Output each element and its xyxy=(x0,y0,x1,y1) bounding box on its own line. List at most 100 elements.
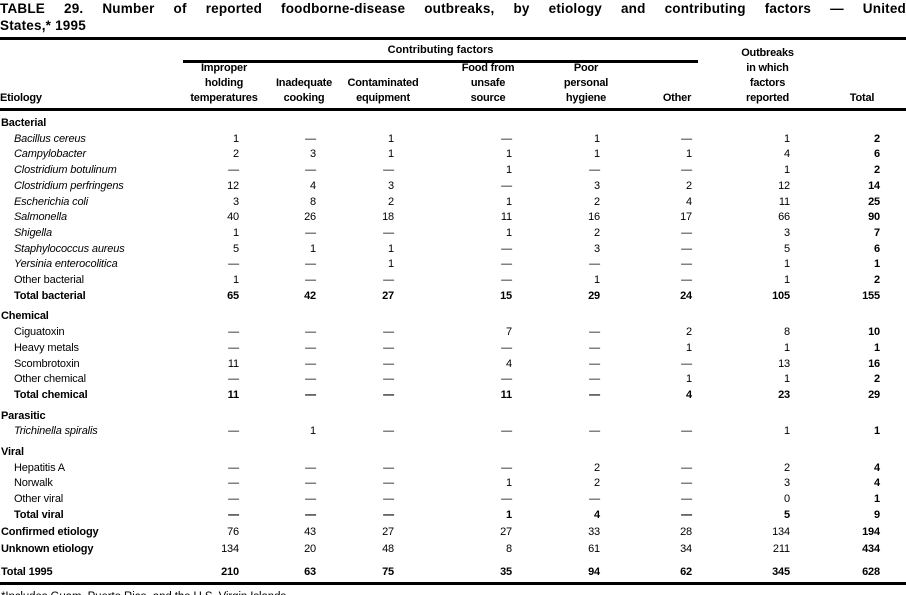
cell: — xyxy=(681,477,692,490)
row-label: Clostridium botulinum xyxy=(14,164,117,177)
cell: — xyxy=(501,258,512,271)
cell: 5 xyxy=(784,242,790,255)
cell: 34 xyxy=(680,542,692,555)
table-row: Campylobacter 2 3 1 1 1 1 4 6 xyxy=(0,147,906,163)
cell: — xyxy=(681,258,692,271)
cell: 1 xyxy=(506,195,512,208)
cell: 6 xyxy=(874,242,880,255)
cell: — xyxy=(305,226,316,239)
table-row: Trichinella spiralis — 1 — — — — 1 1 xyxy=(0,424,906,440)
table-row: Clostridium botulinum — — — 1 — — 1 2 xyxy=(0,163,906,179)
column-header-line: personal xyxy=(563,77,609,89)
column-header-etiology: Etiology xyxy=(0,92,42,104)
cell: — xyxy=(228,425,239,438)
cell: 1 xyxy=(594,132,600,145)
cell: — xyxy=(383,274,394,287)
cell: 4 xyxy=(506,357,512,370)
cell: 24 xyxy=(680,289,692,302)
cell: 2 xyxy=(874,164,880,177)
row-label: Norwalk xyxy=(14,477,53,490)
cell: 4 xyxy=(874,477,880,490)
cell: 210 xyxy=(221,565,239,578)
row-label: Ciguatoxin xyxy=(14,326,65,339)
cell: — xyxy=(305,258,316,271)
cell: — xyxy=(681,164,692,177)
cell: 2 xyxy=(874,132,880,145)
cell: 1 xyxy=(233,226,239,239)
cell: — xyxy=(589,326,600,339)
cell: 105 xyxy=(772,289,790,302)
section-header-label: Bacterial xyxy=(1,117,47,129)
cell: 0 xyxy=(784,493,790,506)
cell: 134 xyxy=(772,525,790,538)
cell: 3 xyxy=(594,179,600,192)
cell: 11 xyxy=(500,388,512,401)
cell: 1 xyxy=(310,242,316,255)
row-label: Heavy metals xyxy=(14,341,79,354)
cell: — xyxy=(681,132,692,145)
column-header-line: Other xyxy=(662,92,692,104)
cell: 1 xyxy=(506,508,512,521)
row-label: Other viral xyxy=(14,493,64,506)
cell: 1 xyxy=(784,373,790,386)
column-header-line: Outbreaks xyxy=(741,47,794,59)
cell: 2 xyxy=(594,477,600,490)
cell: 1 xyxy=(874,341,880,354)
cell: — xyxy=(228,508,239,521)
cell: 75 xyxy=(382,565,394,578)
cell: — xyxy=(228,493,239,506)
section-header-label: Chemical xyxy=(1,310,49,323)
cell: 1 xyxy=(388,132,394,145)
row-label: Bacillus cereus xyxy=(14,132,86,145)
cell: 7 xyxy=(874,226,880,239)
cell: — xyxy=(501,461,512,474)
cell: 134 xyxy=(221,542,239,555)
row-label: Scombrotoxin xyxy=(14,357,80,370)
cell: 4 xyxy=(686,388,692,401)
section-header-row: Viral xyxy=(0,440,906,461)
cell: — xyxy=(681,226,692,239)
table-title-line2: States,* 1995 xyxy=(0,18,86,33)
column-header-line: Inadequate xyxy=(275,77,333,89)
table-row: Other chemical — — — — — 1 1 2 xyxy=(0,372,906,388)
cell: — xyxy=(383,373,394,386)
cell: — xyxy=(305,341,316,354)
cell: — xyxy=(228,258,239,271)
outbreaks-table-body: Bacterial Bacillus cereus 1—1—1—1 2 Campylob… xyxy=(0,111,906,580)
cell: 29 xyxy=(588,289,600,302)
cell: 3 xyxy=(784,477,790,490)
cell: 434 xyxy=(862,542,880,555)
section-header-row: Bacterial xyxy=(0,111,906,132)
cell: 1 xyxy=(388,148,394,161)
cell: — xyxy=(383,341,394,354)
cell: 25 xyxy=(868,195,880,208)
table-row: Heavy metals — — — — — 1 1 1 xyxy=(0,341,906,357)
cell: 48 xyxy=(382,542,394,555)
column-header-line: temperatures xyxy=(190,92,258,104)
cell: — xyxy=(383,477,394,490)
cell: 11 xyxy=(778,195,790,208)
cell: — xyxy=(305,132,316,145)
cell: 2 xyxy=(874,274,880,287)
cell: 1 xyxy=(594,148,600,161)
cell: — xyxy=(589,164,600,177)
cell: 11 xyxy=(227,357,239,370)
cell: 1 xyxy=(686,373,692,386)
cell: 8 xyxy=(506,542,512,555)
cell: 194 xyxy=(862,525,880,538)
table-row: Yersinia enterocolitica — — 1 — — — 1 1 xyxy=(0,257,906,273)
cell: — xyxy=(681,425,692,438)
cell: 1 xyxy=(310,425,316,438)
cell: 1 xyxy=(233,274,239,287)
table-row: Shigella 1 — — 1 2 — 3 7 xyxy=(0,226,906,242)
cell: 1 xyxy=(506,164,512,177)
cell: — xyxy=(681,493,692,506)
title-rule xyxy=(0,37,906,40)
cell: 43 xyxy=(304,525,316,538)
cell: 3 xyxy=(784,226,790,239)
row-label: Unknown etiology xyxy=(1,542,94,555)
table-row: Other bacterial 1 — — — 1 — 1 2 xyxy=(0,273,906,289)
cell: 1 xyxy=(686,341,692,354)
cell: 7 xyxy=(506,326,512,339)
cell: 1 xyxy=(506,477,512,490)
